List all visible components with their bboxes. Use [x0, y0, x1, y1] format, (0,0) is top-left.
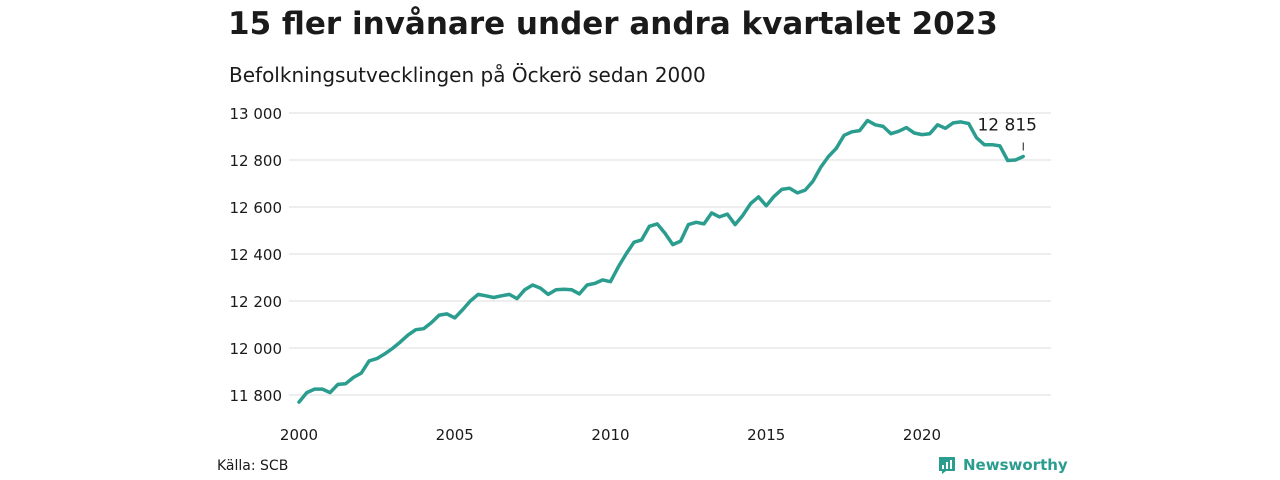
x-tick-label: 2005 — [436, 426, 474, 444]
series-line — [297, 118, 1025, 404]
newsworthy-logo: Newsworthy — [937, 455, 1068, 475]
y-tick-label: 12 800 — [230, 152, 283, 170]
chart-title: 15 fler invånare under andra kvartalet 2… — [228, 6, 998, 42]
x-axis-ticks: 2000 2005 2010 2015 2020 — [280, 426, 941, 444]
y-tick-label: 12 600 — [230, 199, 283, 217]
y-axis-ticks: 11 800 12 000 12 200 12 400 12 600 12 800 13 0… — [230, 105, 283, 405]
x-tick-label: 2000 — [280, 426, 318, 444]
source-note: Källa: SCB — [217, 458, 289, 474]
y-tick-label: 12 200 — [230, 293, 283, 311]
chart-subtitle: Befolkningsutvecklingen på Öckerö sedan … — [229, 63, 706, 87]
newsworthy-logo-icon — [939, 457, 955, 474]
annotation-label: 12 815 — [977, 115, 1036, 135]
y-tick-label: 13 000 — [230, 105, 283, 123]
gridlines — [289, 112, 1051, 396]
y-tick-label: 11 800 — [230, 387, 283, 405]
y-tick-label: 12 000 — [230, 340, 283, 358]
x-tick-label: 2010 — [591, 426, 629, 444]
y-tick-label: 12 400 — [230, 246, 283, 264]
logo-text: Newsworthy — [963, 456, 1068, 474]
x-tick-label: 2020 — [903, 426, 941, 444]
x-tick-label: 2015 — [747, 426, 785, 444]
